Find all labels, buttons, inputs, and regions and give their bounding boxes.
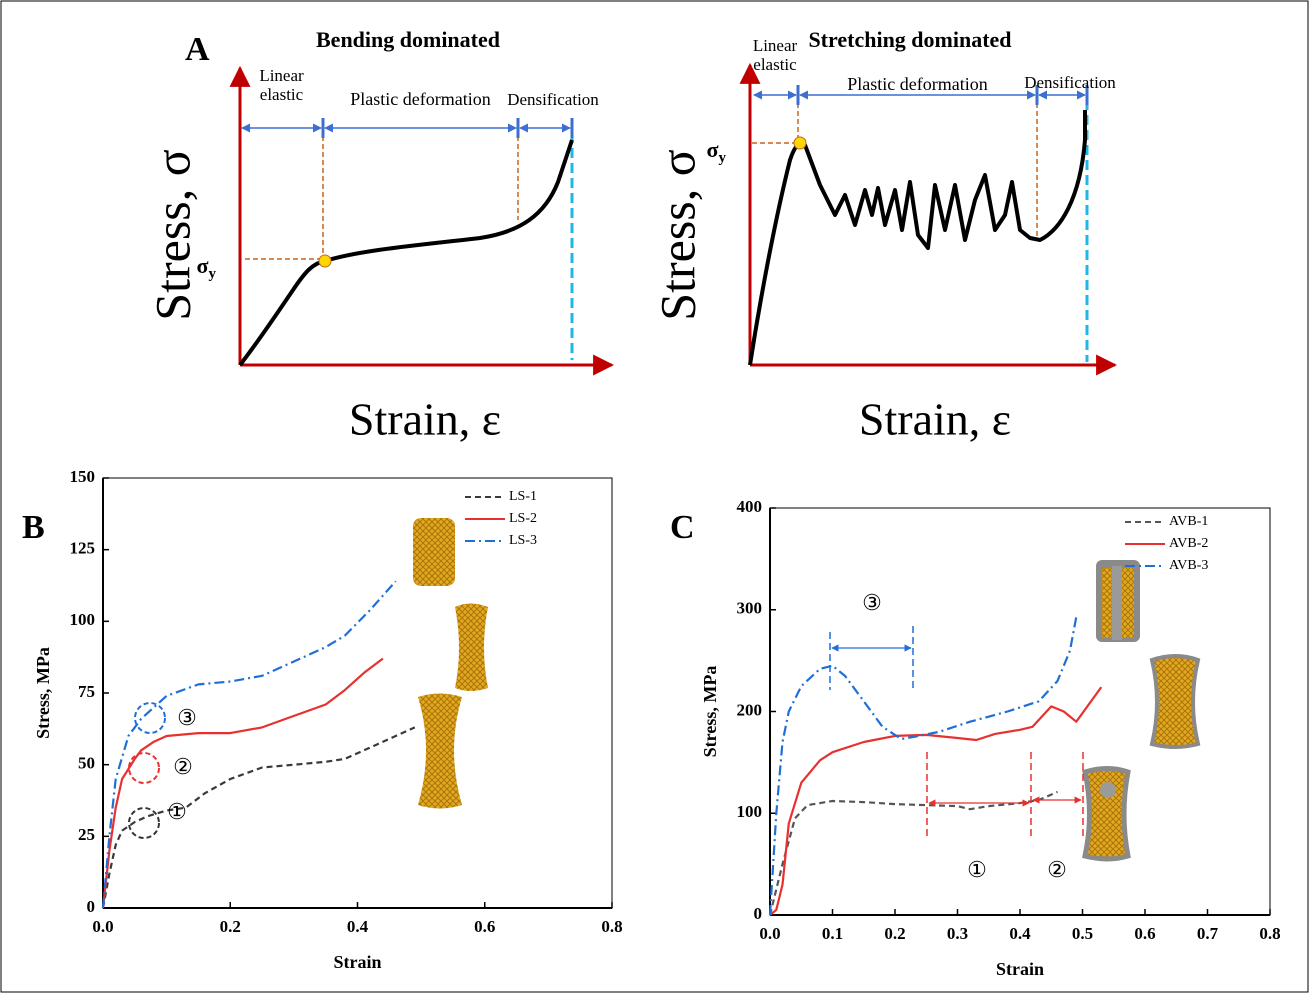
annotation: ② — [1047, 857, 1067, 882]
schematic-title: Stretching dominated — [808, 27, 1011, 52]
schematic-curve — [748, 110, 1087, 366]
y-tick-label: 100 — [737, 802, 763, 821]
y-tick-label: 0 — [754, 904, 763, 923]
x-axis-label: Strain, ε — [859, 394, 1011, 445]
x-tick-label: 0.2 — [884, 924, 905, 943]
annotation: ② — [173, 754, 193, 779]
region-label: Densification — [1024, 73, 1116, 92]
series-line — [101, 657, 384, 909]
legend-label: LS-2 — [509, 511, 537, 526]
region-label-line: elastic — [260, 85, 304, 104]
series-line — [768, 790, 1058, 916]
y-tick-label: 25 — [78, 825, 95, 844]
schematic-title: Bending dominated — [316, 27, 500, 52]
x-tick-label: 0.4 — [347, 917, 369, 936]
x-tick-label: 0.8 — [601, 917, 622, 936]
x-tick-label: 0.0 — [759, 924, 780, 943]
x-tick-label: 0.1 — [822, 924, 843, 943]
y-axis-label: Stress, σ — [144, 149, 200, 320]
yield-label: σy — [197, 253, 217, 282]
yield-point — [318, 254, 332, 268]
x-axis-label: Strain — [996, 959, 1044, 979]
x-tick-label: 0.0 — [92, 917, 113, 936]
region-label: Densification — [507, 90, 599, 109]
yield-symbol: σ — [197, 253, 209, 278]
x-tick-label: 0.6 — [474, 917, 495, 936]
highlight-circle — [128, 807, 160, 839]
schematic-curve — [238, 139, 574, 367]
y-tick-label: 400 — [737, 497, 763, 516]
yield-point — [793, 136, 807, 150]
highlight-circle — [134, 702, 166, 734]
yield-label: σy — [707, 137, 727, 166]
y-axis-label: Stress, σ — [649, 149, 705, 320]
y-axis-label: Stress, MPa — [700, 666, 720, 758]
annotation: ③ — [177, 705, 197, 730]
region-label: Linear elastic — [753, 36, 798, 74]
region-label: Plastic deformation — [847, 74, 987, 94]
x-axis-label: Strain — [333, 952, 381, 972]
yield-symbol: σ — [707, 137, 719, 162]
x-axis-label: Strain, ε — [349, 394, 501, 445]
series-line — [101, 580, 397, 909]
x-tick-label: 0.7 — [1197, 924, 1219, 943]
region-label: Plastic deformation — [350, 89, 490, 109]
region-label-line: Linear — [259, 66, 304, 85]
yield-subscript: y — [719, 150, 727, 166]
panel-label: A — [185, 31, 210, 68]
legend-label: AVB-2 — [1169, 536, 1208, 551]
y-tick-label: 150 — [70, 467, 96, 486]
legend-label: LS-1 — [509, 489, 537, 504]
x-tick-label: 0.5 — [1072, 924, 1093, 943]
y-tick-label: 300 — [737, 599, 763, 618]
x-tick-label: 0.6 — [1134, 924, 1155, 943]
x-tick-label: 0.2 — [220, 917, 241, 936]
yield-subscript: y — [209, 266, 217, 282]
y-tick-label: 100 — [70, 610, 96, 629]
y-tick-label: 75 — [78, 682, 95, 701]
y-tick-label: 0 — [87, 897, 96, 916]
y-tick-label: 125 — [70, 539, 96, 558]
x-tick-label: 0.8 — [1259, 924, 1280, 943]
panel-label: B — [22, 509, 45, 546]
y-tick-label: 200 — [737, 700, 763, 719]
x-tick-label: 0.3 — [947, 924, 968, 943]
annotation: ① — [167, 799, 187, 824]
region-label-line: elastic — [753, 55, 797, 74]
series-line — [769, 686, 1103, 916]
series-line — [101, 726, 416, 909]
legend-label: AVB-3 — [1169, 558, 1208, 573]
region-label-line: Linear — [753, 36, 798, 55]
legend-label: AVB-1 — [1169, 514, 1208, 529]
series-line — [768, 616, 1078, 916]
y-axis-label: Stress, MPa — [33, 647, 53, 739]
annotation: ① — [967, 857, 987, 882]
x-tick-label: 0.4 — [1009, 924, 1031, 943]
highlight-circle — [128, 752, 160, 784]
region-label: Linear elastic — [259, 66, 304, 104]
legend-label: LS-3 — [509, 533, 537, 548]
panel-label: C — [670, 509, 695, 546]
specimen-images — [413, 518, 1201, 862]
annotation: ③ — [862, 590, 882, 615]
y-tick-label: 50 — [78, 754, 95, 773]
